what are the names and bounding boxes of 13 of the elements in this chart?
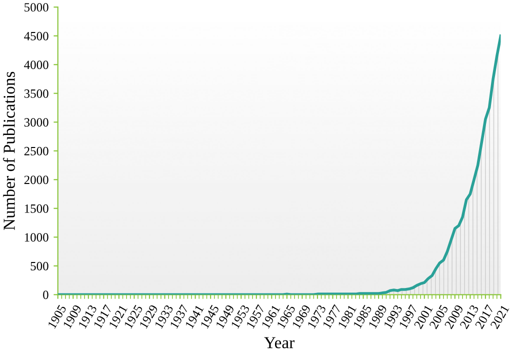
y-tick-label: 2000: [24, 176, 48, 184]
y-tick-label: 3500: [24, 89, 48, 98]
y-tick-label: 500: [30, 262, 48, 270]
y-tick-label: 4500: [24, 32, 48, 40]
y-tick-label: 1000: [24, 233, 48, 242]
y-tick-label: 1500: [24, 204, 48, 213]
y-tick-label: 2500: [24, 146, 48, 156]
y-tick-label: 5000: [24, 3, 48, 12]
y-tick-label: 3000: [24, 118, 48, 127]
y-axis-title: Number of Publications: [2, 72, 15, 230]
y-tick-label: 0: [43, 290, 48, 300]
y-tick-label: 4000: [24, 60, 48, 70]
x-axis-title: Year: [264, 337, 295, 348]
